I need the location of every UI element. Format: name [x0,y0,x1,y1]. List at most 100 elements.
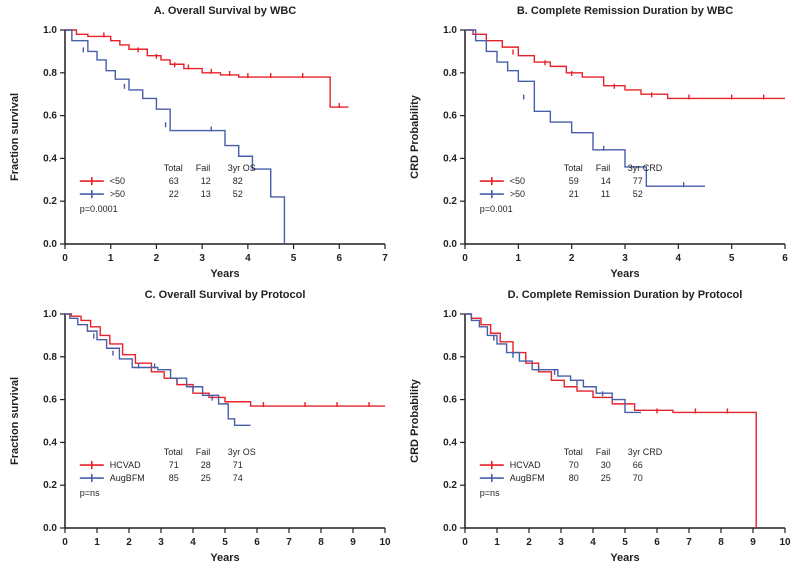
svg-text:0.8: 0.8 [43,352,57,363]
svg-text:0.0: 0.0 [43,523,57,534]
svg-text:14: 14 [601,176,611,186]
svg-text:>50: >50 [510,189,525,199]
svg-text:0: 0 [62,537,68,548]
svg-text:10: 10 [379,537,391,548]
svg-text:28: 28 [201,460,211,470]
svg-text:9: 9 [750,537,756,548]
panel-a: 012345670.00.20.40.60.81.0A. Overall Sur… [0,0,400,284]
svg-text:12: 12 [201,176,211,186]
svg-text:85: 85 [169,473,179,483]
panel-title: B. Complete Remission Duration by WBC [517,5,733,17]
svg-text:6: 6 [254,537,260,548]
svg-text:4: 4 [590,537,596,548]
svg-text:Total: Total [564,447,583,457]
svg-text:0.2: 0.2 [43,196,57,207]
svg-text:0.2: 0.2 [443,480,457,491]
svg-text:63: 63 [169,176,179,186]
svg-text:3: 3 [622,253,628,264]
svg-text:0.0: 0.0 [43,239,57,250]
svg-text:52: 52 [633,189,643,199]
svg-text:CRD Probability: CRD Probability [409,94,421,179]
svg-text:Fail: Fail [596,447,611,457]
svg-text:21: 21 [569,189,579,199]
svg-text:3yr OS: 3yr OS [228,163,256,173]
svg-text:0.8: 0.8 [443,352,457,363]
svg-text:p=0.0001: p=0.0001 [80,204,118,214]
svg-text:6: 6 [782,253,788,264]
svg-text:1.0: 1.0 [443,309,457,320]
svg-text:5: 5 [622,537,628,548]
svg-text:59: 59 [569,176,579,186]
panel-d: 0123456789100.00.20.40.60.81.0D. Complet… [400,284,800,568]
svg-text:0.6: 0.6 [443,111,457,122]
svg-text:0.2: 0.2 [43,480,57,491]
svg-text:1: 1 [108,253,114,264]
svg-text:5: 5 [729,253,735,264]
svg-text:0.0: 0.0 [443,239,457,250]
svg-text:Fraction survival: Fraction survival [9,93,21,181]
chart-grid: 012345670.00.20.40.60.81.0A. Overall Sur… [0,0,800,568]
svg-text:Total: Total [164,163,183,173]
svg-text:1: 1 [494,537,500,548]
svg-text:0: 0 [462,253,468,264]
svg-text:25: 25 [601,473,611,483]
svg-text:0.2: 0.2 [443,196,457,207]
svg-text:70: 70 [569,460,579,470]
svg-text:6: 6 [654,537,660,548]
svg-text:0.8: 0.8 [43,68,57,79]
svg-text:71: 71 [233,460,243,470]
svg-text:1.0: 1.0 [43,309,57,320]
svg-text:3: 3 [158,537,164,548]
svg-text:0.0: 0.0 [443,523,457,534]
svg-text:p=0.001: p=0.001 [480,204,513,214]
svg-text:0.4: 0.4 [43,153,57,164]
svg-text:0.6: 0.6 [443,395,457,406]
svg-text:30: 30 [601,460,611,470]
svg-text:0: 0 [62,253,68,264]
svg-text:Fraction survival: Fraction survival [9,377,21,465]
svg-text:Years: Years [610,268,639,280]
svg-text:3yr CRD: 3yr CRD [628,163,663,173]
svg-text:0: 0 [462,537,468,548]
panel-title: A. Overall Survival by WBC [154,5,296,17]
svg-text:0.4: 0.4 [43,437,57,448]
svg-text:2: 2 [154,253,160,264]
svg-text:Years: Years [610,552,639,564]
svg-text:0.6: 0.6 [43,395,57,406]
svg-text:7: 7 [286,537,292,548]
svg-text:<50: <50 [110,176,125,186]
panel-b: 01234560.00.20.40.60.81.0B. Complete Rem… [400,0,800,284]
svg-text:82: 82 [233,176,243,186]
svg-text:4: 4 [190,537,196,548]
svg-text:CRD Probability: CRD Probability [409,378,421,463]
svg-text:Years: Years [210,268,239,280]
svg-text:8: 8 [318,537,324,548]
svg-text:1: 1 [94,537,100,548]
svg-text:4: 4 [676,253,682,264]
svg-text:0.4: 0.4 [443,153,457,164]
svg-text:HCVAD: HCVAD [510,460,541,470]
svg-text:2: 2 [126,537,132,548]
svg-text:22: 22 [169,189,179,199]
svg-text:7: 7 [382,253,388,264]
svg-text:Total: Total [164,447,183,457]
svg-text:1.0: 1.0 [43,25,57,36]
svg-text:Fail: Fail [196,163,211,173]
svg-text:3: 3 [199,253,205,264]
svg-text:Total: Total [564,163,583,173]
svg-text:7: 7 [686,537,692,548]
svg-text:13: 13 [201,189,211,199]
panel-title: C. Overall Survival by Protocol [145,289,306,301]
svg-text:5: 5 [291,253,297,264]
svg-text:1.0: 1.0 [443,25,457,36]
svg-text:<50: <50 [510,176,525,186]
svg-text:8: 8 [718,537,724,548]
svg-text:p=ns: p=ns [480,488,500,498]
svg-text:HCVAD: HCVAD [110,460,141,470]
panel-c: 0123456789100.00.20.40.60.81.0C. Overall… [0,284,400,568]
svg-text:3: 3 [558,537,564,548]
svg-text:Fail: Fail [596,163,611,173]
svg-text:25: 25 [201,473,211,483]
svg-text:52: 52 [233,189,243,199]
svg-text:80: 80 [569,473,579,483]
